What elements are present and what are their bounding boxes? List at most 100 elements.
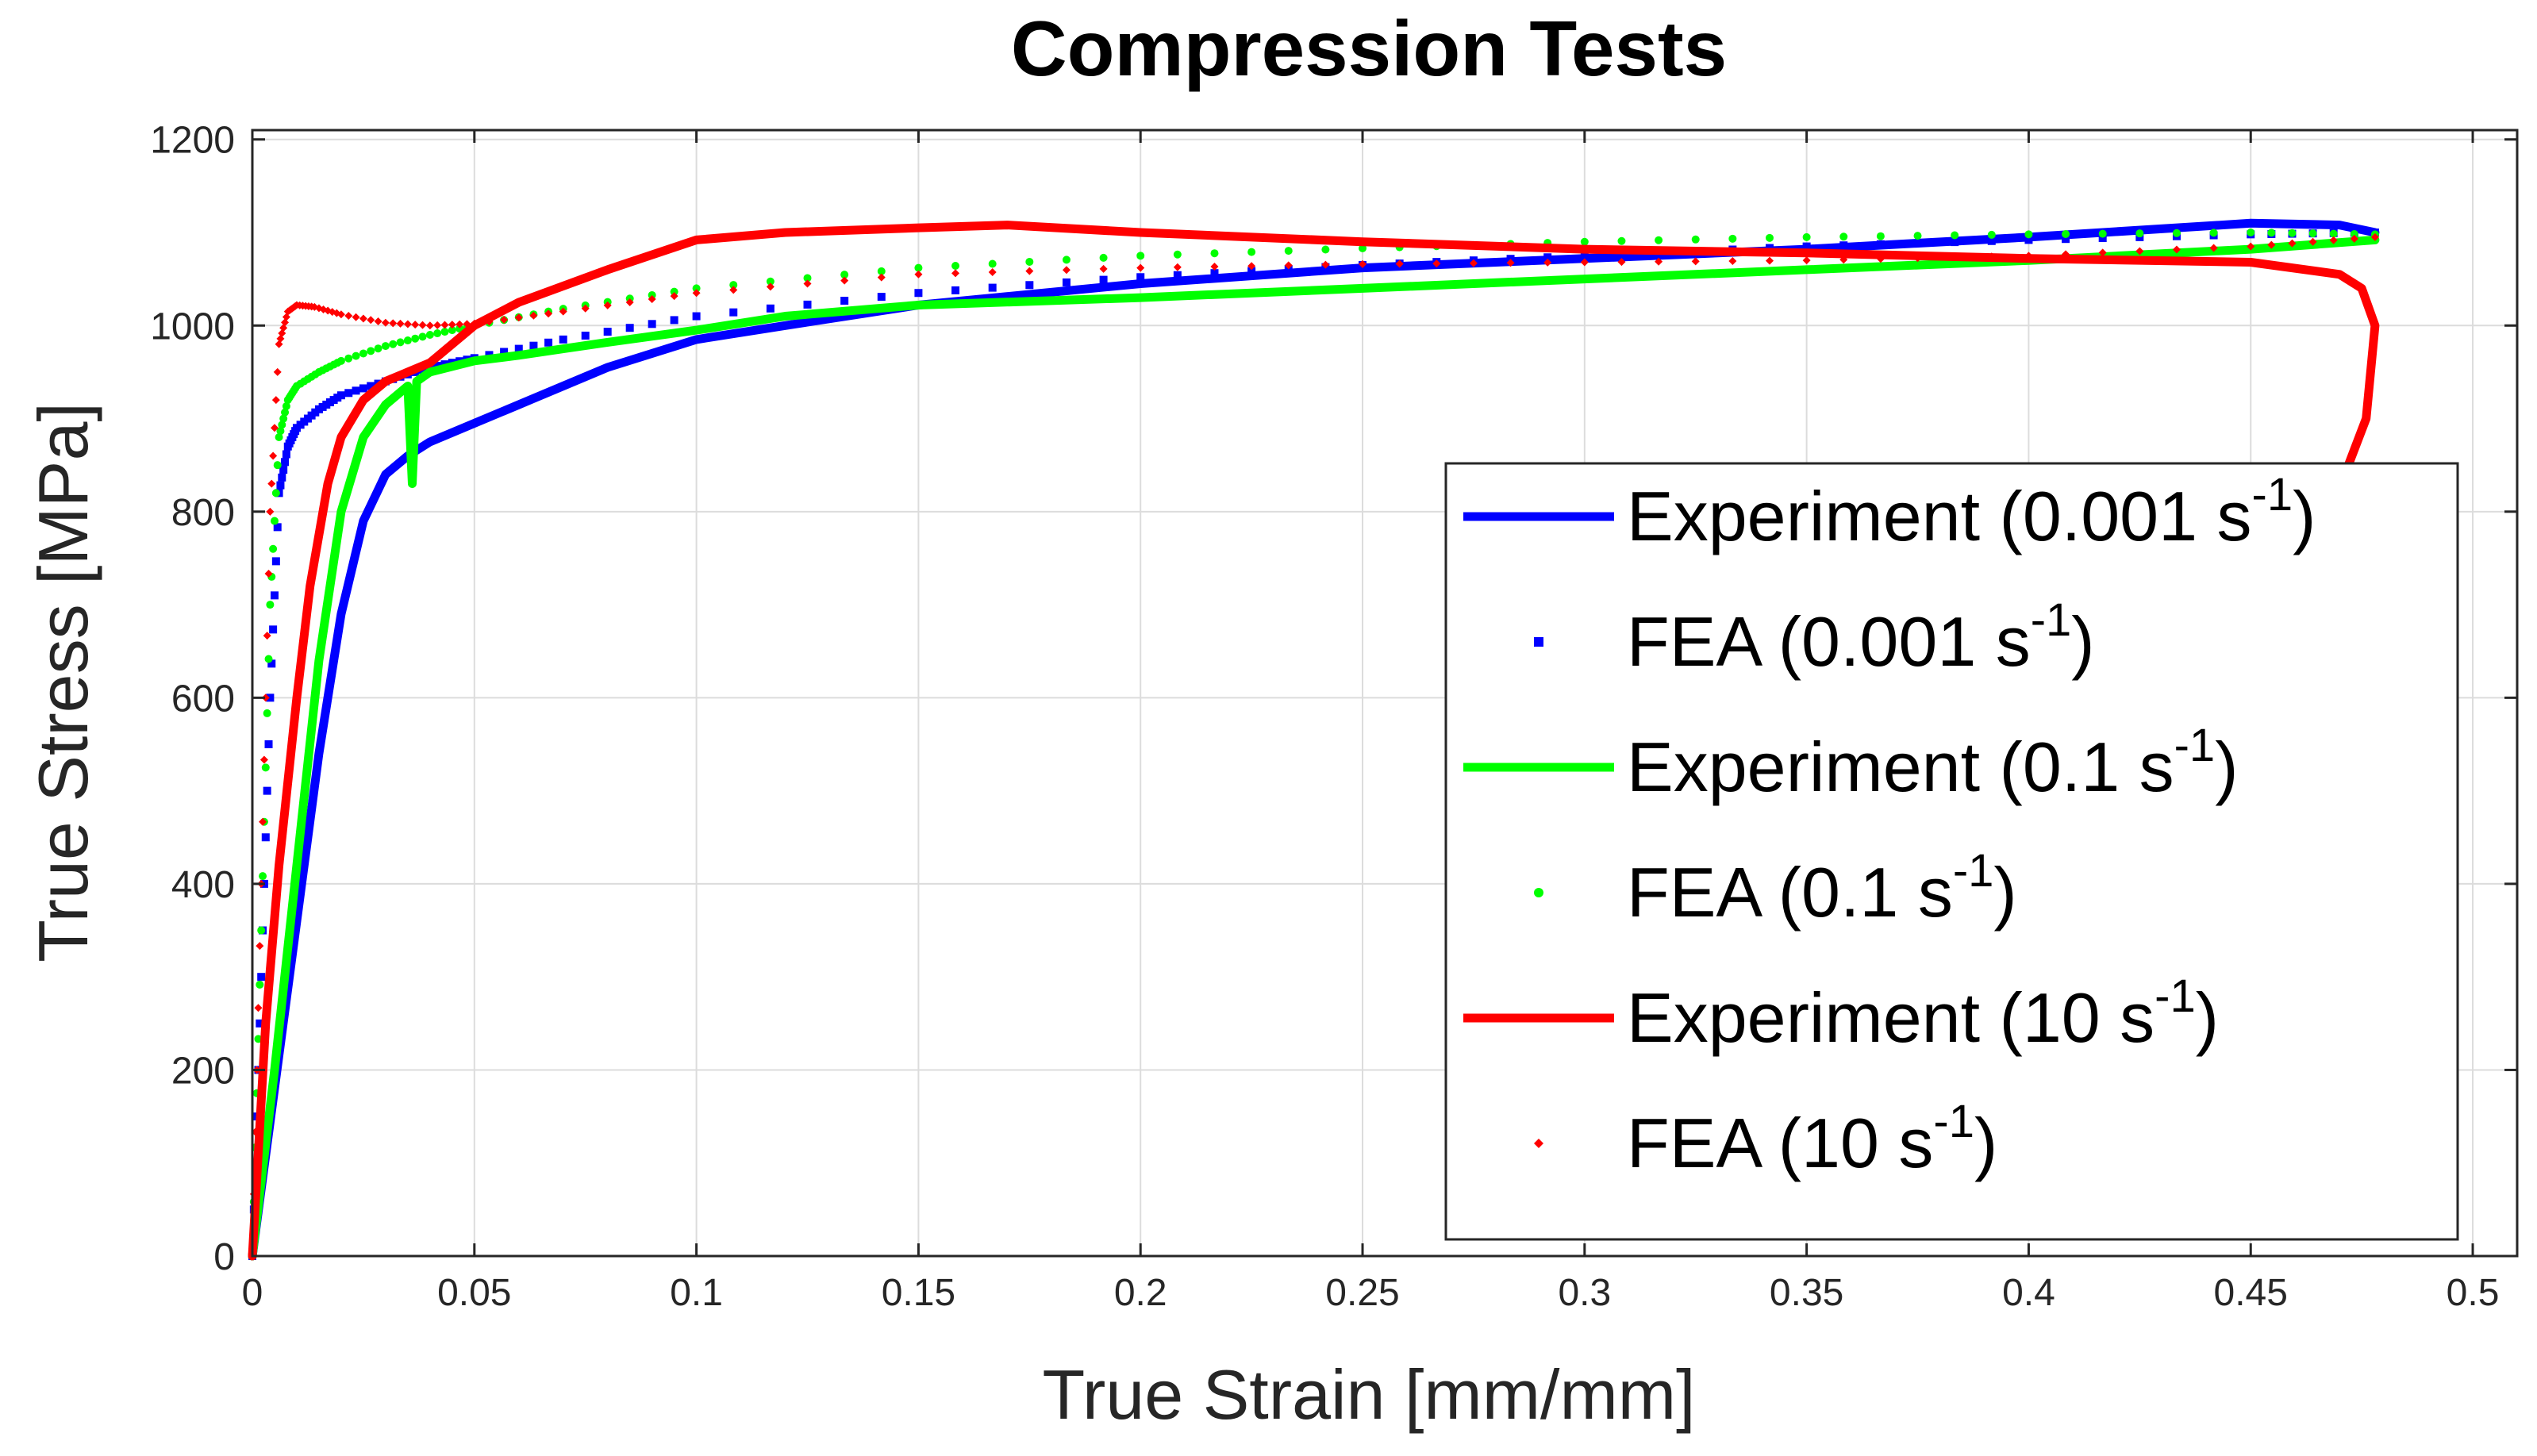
data-point — [389, 319, 398, 328]
data-point — [1876, 240, 1885, 248]
data-point — [529, 341, 538, 350]
data-point — [359, 349, 367, 358]
data-point — [1136, 263, 1145, 272]
data-point — [877, 267, 886, 275]
data-point — [603, 328, 612, 336]
data-point — [282, 401, 290, 410]
legend-label-superscript: -1 — [2252, 469, 2293, 521]
data-point — [254, 1035, 263, 1043]
data-point — [2267, 240, 2276, 249]
data-point — [2024, 230, 2033, 239]
data-point — [1728, 256, 1737, 265]
data-point — [914, 270, 923, 279]
data-point — [1617, 236, 1626, 245]
data-point — [374, 344, 382, 353]
data-point — [264, 740, 273, 748]
data-point — [1173, 271, 1182, 279]
data-point — [951, 269, 960, 278]
data-point — [581, 304, 590, 313]
data-point — [352, 386, 360, 395]
data-point — [500, 348, 509, 356]
data-point — [544, 338, 553, 347]
series-4 — [248, 221, 2380, 1261]
legend-swatch-marker — [1534, 888, 1543, 897]
data-point — [271, 396, 280, 405]
y-tick-label: 600 — [171, 678, 235, 720]
data-point — [263, 632, 271, 640]
data-point — [951, 262, 960, 271]
data-point — [425, 331, 434, 339]
y-tick-label: 0 — [213, 1236, 235, 1278]
data-point — [264, 655, 273, 663]
data-point — [1839, 255, 1848, 264]
data-point — [1765, 256, 1774, 265]
legend-entry: FEA (0.001 s-1) — [1534, 594, 2095, 681]
data-point — [269, 544, 278, 553]
data-point — [425, 321, 434, 330]
data-point — [1580, 237, 1589, 246]
data-point — [559, 335, 567, 344]
x-tick-label: 0.05 — [437, 1272, 511, 1314]
data-point — [2024, 236, 2033, 244]
data-point — [2308, 237, 2317, 246]
data-point — [514, 313, 523, 322]
data-point — [2308, 229, 2317, 238]
legend-label-end: ) — [2293, 477, 2316, 555]
data-point — [281, 408, 290, 417]
data-point — [396, 319, 405, 328]
data-point — [271, 557, 280, 566]
data-point — [1025, 281, 1034, 290]
x-tick-label: 0.5 — [2447, 1272, 2500, 1314]
data-point — [352, 352, 360, 360]
data-point — [275, 433, 283, 441]
data-point — [344, 354, 353, 363]
data-point — [1728, 234, 1737, 243]
x-tick-label: 0.15 — [882, 1272, 955, 1314]
data-point — [1359, 244, 1367, 252]
legend-entry: Experiment (0.001 s-1) — [1463, 469, 2316, 555]
data-point — [485, 317, 494, 326]
data-point — [257, 926, 266, 935]
legend-label-main: FEA (10 s — [1627, 1104, 1933, 1182]
data-point — [2098, 248, 2107, 257]
data-point — [2135, 229, 2144, 238]
data-point — [1099, 275, 1108, 284]
legend-entry: FEA (10 s-1) — [1534, 1096, 1997, 1182]
data-point — [1432, 259, 1441, 268]
x-tick-label: 0.25 — [1325, 1272, 1399, 1314]
data-point — [448, 321, 456, 329]
data-point — [729, 281, 738, 290]
data-point — [381, 318, 390, 327]
legend-box — [1444, 462, 2459, 1241]
data-point — [281, 458, 290, 467]
data-point — [1395, 259, 1404, 268]
legend-label-end: ) — [2215, 728, 2238, 806]
data-point — [269, 451, 278, 460]
data-point — [359, 384, 367, 393]
x-tick-label: 0.4 — [2002, 1272, 2055, 1314]
data-point — [840, 276, 849, 285]
data-point — [418, 332, 427, 341]
data-point — [2135, 247, 2144, 255]
data-point — [256, 980, 264, 989]
data-point — [261, 833, 270, 842]
data-point — [1987, 236, 1996, 245]
x-tick-label: 0.45 — [2214, 1272, 2288, 1314]
data-point — [1580, 258, 1589, 267]
data-point — [1099, 253, 1108, 262]
data-point — [692, 312, 701, 321]
data-point — [670, 292, 678, 301]
data-point — [257, 973, 266, 982]
data-point — [1247, 262, 1256, 271]
data-point — [1173, 263, 1182, 271]
legend-label-superscript: -1 — [2174, 720, 2216, 771]
data-point — [336, 391, 345, 400]
data-point — [1765, 233, 1774, 242]
data-point — [803, 274, 812, 282]
data-point — [2350, 229, 2358, 238]
data-point — [374, 317, 382, 325]
data-point — [273, 367, 282, 376]
legend-label-main: FEA (0.001 s — [1627, 602, 2031, 681]
data-point — [389, 340, 398, 348]
